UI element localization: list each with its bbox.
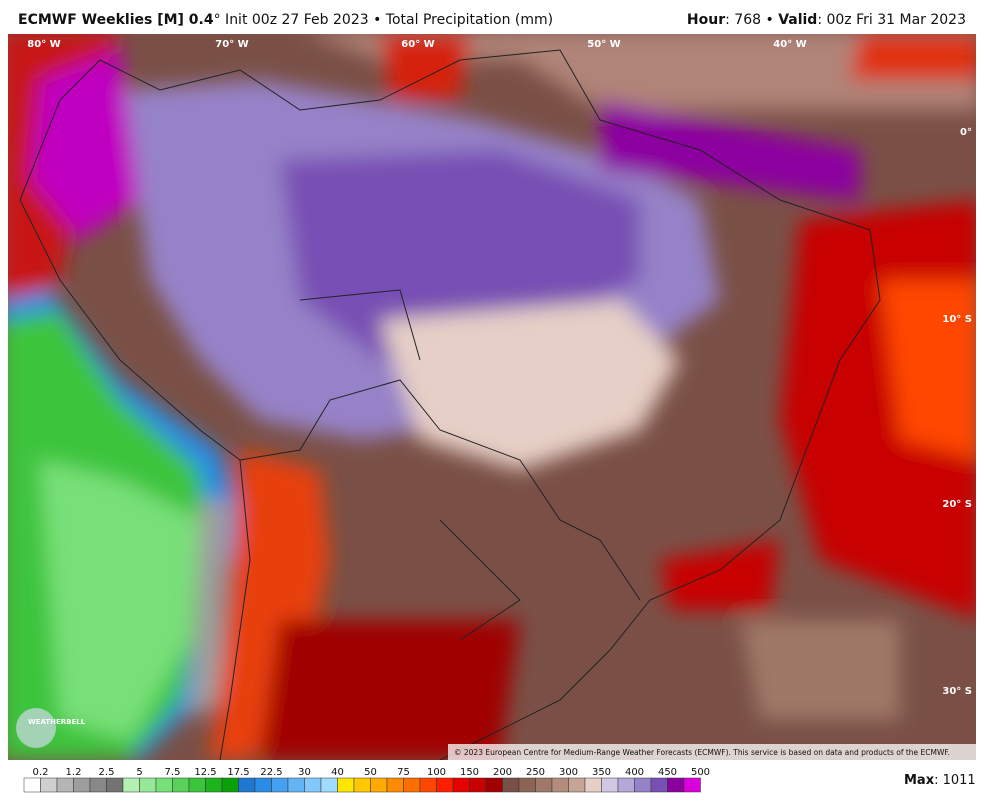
colorbar-swatch bbox=[205, 777, 223, 793]
colorbar-label: 7.5 bbox=[165, 767, 181, 778]
colorbar-swatch bbox=[89, 777, 107, 793]
colorbar-swatch bbox=[485, 777, 503, 793]
colorbar-label: 500 bbox=[691, 767, 710, 778]
colorbar-swatch bbox=[683, 777, 701, 793]
colorbar-label: 1.2 bbox=[66, 767, 82, 778]
max-info: Max: 1011 bbox=[904, 773, 976, 788]
colorbar-swatch bbox=[221, 777, 239, 793]
lat-label: 30° S bbox=[942, 686, 972, 697]
colorbar-swatch bbox=[584, 777, 602, 793]
colorbar-swatch bbox=[254, 777, 272, 793]
colorbar-swatch bbox=[502, 777, 520, 793]
colorbar-swatch bbox=[337, 777, 355, 793]
colorbar-swatch bbox=[436, 777, 454, 793]
colorbar-swatch bbox=[73, 777, 91, 793]
colorbar-swatch bbox=[370, 777, 388, 793]
colorbar-swatch bbox=[172, 777, 190, 793]
colorbar-label: 300 bbox=[559, 767, 578, 778]
colorbar-swatch bbox=[56, 777, 74, 793]
valid-label: Valid bbox=[778, 12, 818, 28]
colorbar-swatch bbox=[469, 777, 487, 793]
colorbar-swatch bbox=[667, 777, 685, 793]
colorbar-swatch bbox=[386, 777, 404, 793]
colorbar-swatch bbox=[353, 777, 371, 793]
colorbar-label: 350 bbox=[592, 767, 611, 778]
colorbar-swatch bbox=[238, 777, 256, 793]
colorbar-swatch bbox=[320, 777, 338, 793]
colorbar-label: 50 bbox=[364, 767, 377, 778]
colorbar-swatch bbox=[40, 777, 58, 793]
colorbar-label: 30 bbox=[298, 767, 311, 778]
valid-info: Hour: 768 • Valid: 00z Fri 31 Mar 2023 bbox=[687, 12, 966, 28]
colorbar-label: 150 bbox=[460, 767, 479, 778]
colorbar-label: 5 bbox=[136, 767, 142, 778]
title-bold: ECMWF Weeklies [M] 0.4 bbox=[18, 12, 214, 28]
colorbar-label: 0.2 bbox=[33, 767, 49, 778]
colorbar-swatch bbox=[452, 777, 470, 793]
copyright-bg bbox=[448, 744, 976, 760]
colorbar-swatch bbox=[403, 777, 421, 793]
colorbar-label: 400 bbox=[625, 767, 644, 778]
colorbar-swatch bbox=[139, 777, 157, 793]
valid-value: : 00z Fri 31 Mar 2023 bbox=[817, 12, 966, 28]
header: ECMWF Weeklies [M] 0.4° Init 00z 27 Feb … bbox=[0, 0, 984, 34]
colorbar-label: 200 bbox=[493, 767, 512, 778]
title-rest: ° Init 00z 27 Feb 2023 • Total Precipita… bbox=[213, 12, 554, 28]
lat-label: 20° S bbox=[942, 499, 972, 510]
hour-value: : 768 • bbox=[725, 12, 779, 28]
colorbar-label: 22.5 bbox=[260, 767, 282, 778]
max-label: Max bbox=[904, 773, 935, 788]
colorbar-label: 450 bbox=[658, 767, 677, 778]
colorbar-swatch bbox=[271, 777, 289, 793]
borders bbox=[19, 49, 881, 760]
lon-label: 60° W bbox=[401, 39, 434, 50]
colorbar-swatch bbox=[23, 777, 41, 793]
logo: WEATHERBELL bbox=[28, 718, 86, 726]
latitude-labels: 0° 10° S 20° S 30° S bbox=[942, 127, 972, 697]
colorbar-swatch bbox=[617, 777, 635, 793]
colorbar-swatch bbox=[304, 777, 322, 793]
colorbar-label: 100 bbox=[427, 767, 446, 778]
colorbar-swatch bbox=[419, 777, 437, 793]
lon-label: 50° W bbox=[587, 39, 620, 50]
lon-label: 80° W bbox=[27, 39, 60, 50]
lon-label: 70° W bbox=[215, 39, 248, 50]
logo-globe bbox=[16, 708, 56, 748]
precip-field bbox=[8, 34, 976, 760]
colorbar-swatch bbox=[634, 777, 652, 793]
colorbar-label: 2.5 bbox=[99, 767, 115, 778]
colorbar-swatch bbox=[155, 777, 173, 793]
colorbar-swatch bbox=[568, 777, 586, 793]
colorbar-swatch bbox=[122, 777, 140, 793]
colorbar-swatch bbox=[601, 777, 619, 793]
lon-label: 40° W bbox=[773, 39, 806, 50]
colorbar-swatch bbox=[518, 777, 536, 793]
colorbar-swatch bbox=[188, 777, 206, 793]
longitude-labels: 80° W 70° W 60° W 50° W 40° W bbox=[27, 39, 806, 50]
colorbar-swatch bbox=[551, 777, 569, 793]
colorbar-label: 40 bbox=[331, 767, 344, 778]
colorbar-label: 250 bbox=[526, 767, 545, 778]
title: ECMWF Weeklies [M] 0.4° Init 00z 27 Feb … bbox=[18, 12, 553, 28]
colorbar-swatch bbox=[535, 777, 553, 793]
lat-label: 10° S bbox=[942, 314, 972, 325]
colorbar: 0.2 1.2 2.5 5 7.5 12.5 17.5 22.5 30 40 50 75 100 150 2… bbox=[23, 767, 710, 793]
colorbar-label: 17.5 bbox=[227, 767, 249, 778]
colorbar-label: 75 bbox=[397, 767, 410, 778]
colorbar-label: 12.5 bbox=[194, 767, 216, 778]
max-value: : 1011 bbox=[934, 773, 976, 788]
colorbar-swatch bbox=[106, 777, 124, 793]
colorbar-swatch bbox=[287, 777, 305, 793]
hour-label: Hour bbox=[686, 12, 726, 28]
colorbar-swatch bbox=[650, 777, 668, 793]
copyright: © 2023 European Centre for Medium-Range … bbox=[454, 748, 950, 757]
lat-label: 0° bbox=[960, 127, 972, 138]
